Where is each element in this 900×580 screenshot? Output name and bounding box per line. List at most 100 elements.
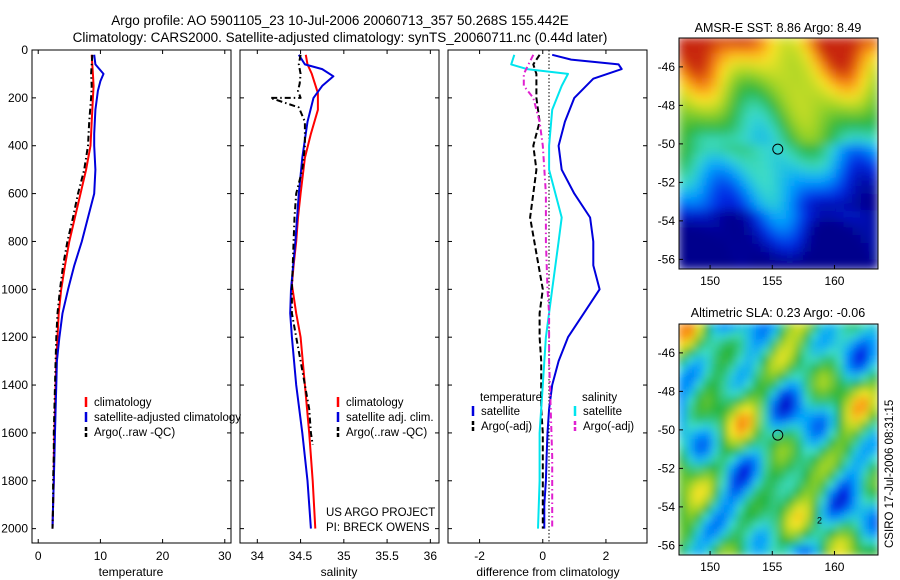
map-cell — [852, 243, 863, 254]
map-cell — [760, 380, 772, 392]
map-cell — [843, 430, 855, 441]
map-cell — [694, 243, 705, 254]
map-cell — [711, 177, 722, 188]
map-cell — [744, 111, 755, 122]
map-cell — [694, 405, 705, 416]
map-cell — [802, 537, 813, 548]
map-cell — [686, 103, 697, 114]
map-cell — [711, 347, 722, 359]
map-cell — [752, 70, 763, 81]
map-cell — [827, 38, 838, 48]
figure-title-line-1: Argo profile: AO 5901105_23 10-Jul-2006 … — [111, 13, 569, 28]
map-cell — [719, 202, 730, 213]
map-x-tick-label: 155 — [762, 560, 782, 574]
map-cell — [686, 53, 697, 64]
difference-x-ticks: -2 0 2 — [474, 50, 610, 563]
map-cell — [819, 537, 830, 548]
map-cell — [711, 259, 722, 269]
map-cell — [827, 521, 838, 532]
map-cell — [860, 61, 871, 73]
map-cell — [769, 389, 780, 400]
map-cell — [736, 86, 747, 97]
map-cell — [827, 545, 838, 555]
map-cell — [802, 504, 813, 515]
map-cell — [843, 259, 855, 269]
map-cell — [736, 347, 747, 359]
map-cell — [719, 446, 730, 458]
map-cell — [744, 177, 755, 188]
map-cell — [686, 455, 697, 466]
map-cell — [777, 61, 788, 73]
map-cell — [736, 438, 747, 449]
map-cell — [686, 127, 697, 139]
map-cell — [810, 103, 821, 114]
map-cell — [852, 389, 863, 400]
map-cell — [760, 488, 772, 499]
map-cell — [852, 86, 863, 97]
map-cell — [711, 331, 722, 342]
map-cell — [727, 259, 739, 269]
map-cell — [868, 251, 878, 262]
map-cell — [679, 53, 689, 64]
map-cell — [852, 45, 863, 56]
map-cell — [736, 127, 747, 139]
map-cell — [679, 111, 689, 122]
map-cell — [785, 218, 797, 229]
map-cell — [769, 226, 780, 238]
map-cell — [802, 380, 813, 392]
map-cell — [827, 397, 838, 408]
map-cell — [802, 438, 813, 449]
map-cell — [727, 45, 739, 56]
x-tick-label: -2 — [474, 549, 485, 563]
map-cell — [727, 545, 739, 555]
map-cell — [802, 389, 813, 400]
map-cell — [810, 152, 821, 163]
map-cell — [686, 202, 697, 213]
map-cell — [868, 380, 878, 392]
difference-axes-box — [447, 49, 648, 544]
map-cell — [752, 111, 763, 122]
map-cell — [785, 38, 797, 48]
map-cell — [843, 405, 855, 416]
map-cell — [785, 397, 797, 408]
map-cell — [860, 545, 871, 555]
map-cell — [736, 111, 747, 122]
map-cell — [694, 152, 705, 163]
map-cell — [679, 397, 689, 408]
map-cell — [843, 339, 855, 350]
map-cell — [802, 521, 813, 532]
map-cell — [860, 210, 871, 221]
map-cell — [719, 537, 730, 548]
map-cell — [702, 413, 714, 425]
map-cell — [727, 422, 739, 433]
map-cell — [819, 119, 830, 130]
map-cell — [727, 339, 739, 350]
series-climatology — [51, 54, 95, 529]
map-cell — [843, 413, 855, 425]
map-cell — [711, 463, 722, 474]
map-cell — [785, 521, 797, 532]
map-cell — [719, 463, 730, 474]
map-cell — [852, 331, 863, 342]
map-cell — [785, 251, 797, 262]
map-cell — [868, 364, 878, 375]
map-cell — [679, 235, 689, 246]
map-cell — [827, 119, 838, 130]
map-cell — [679, 347, 689, 359]
map-cell — [827, 455, 838, 466]
map-cell — [760, 218, 772, 229]
map-cell — [827, 78, 838, 89]
map-cell — [827, 53, 838, 64]
map-cell — [752, 119, 763, 130]
map-cell — [810, 78, 821, 89]
map-cell — [794, 185, 805, 196]
map-cell — [794, 127, 805, 139]
map-cell — [843, 496, 855, 507]
map-cell — [719, 488, 730, 499]
map-cell — [802, 202, 813, 213]
map-cell — [810, 488, 821, 499]
map-cell — [810, 446, 821, 458]
map-cell — [785, 372, 797, 383]
map-y-tick-label: -48 — [658, 384, 676, 398]
map-cell — [802, 185, 813, 196]
